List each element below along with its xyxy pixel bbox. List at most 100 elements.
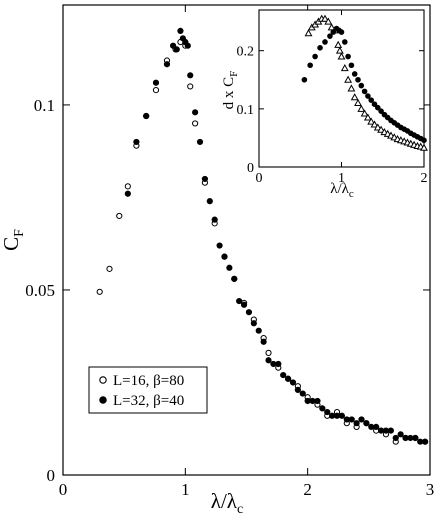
data-point-filled-circle — [351, 71, 358, 77]
data-point-open-circle — [106, 265, 113, 272]
data-point-filled-circle — [387, 427, 394, 434]
legend-box — [88, 366, 208, 414]
inset-data-points — [301, 14, 428, 151]
data-point-filled-circle — [342, 39, 348, 45]
data-point-open-triangle — [367, 117, 376, 125]
data-point-filled-circle — [231, 275, 238, 282]
data-point-filled-circle — [170, 42, 177, 49]
data-point-open-triangle — [335, 46, 344, 54]
data-point-open-triangle — [340, 64, 349, 72]
data-point-filled-circle — [152, 79, 160, 86]
data-point-filled-circle — [327, 33, 333, 39]
data-point-filled-circle — [319, 405, 326, 412]
data-point-filled-circle — [206, 198, 213, 205]
x-tick-label: 0 — [256, 171, 263, 186]
data-point-filled-circle — [371, 101, 378, 107]
data-point-open-triangle — [363, 113, 372, 121]
data-point-filled-circle — [330, 29, 337, 35]
data-point-filled-circle — [348, 62, 355, 69]
data-point-filled-circle — [301, 76, 308, 83]
data-point-filled-circle — [375, 104, 381, 111]
data-point-open-triangle — [321, 14, 329, 22]
data-point-filled-circle — [177, 27, 184, 35]
main-x-axis-label: λ/λc — [211, 489, 243, 517]
data-point-filled-circle — [299, 390, 306, 397]
data-point-open-triangle — [377, 125, 386, 133]
data-point-filled-circle — [358, 416, 365, 423]
data-point-filled-circle — [236, 297, 243, 305]
data-point-filled-circle — [392, 434, 399, 442]
data-point-filled-circle — [255, 327, 262, 334]
data-point-open-triangle — [347, 84, 356, 92]
data-point-filled-circle — [216, 242, 223, 249]
data-point-filled-circle — [345, 53, 351, 60]
main-y-axis-label: CF — [0, 229, 27, 251]
data-point-filled-circle — [312, 53, 318, 60]
data-point-open-circle — [124, 183, 131, 190]
data-point-open-triangle — [370, 120, 379, 128]
data-point-filled-circle — [378, 108, 384, 114]
inset-chart: 0 1 2 0 0.1 0.2 λ/λc d x CF — [221, 9, 428, 200]
main-data-points — [96, 27, 429, 445]
data-point-filled-circle — [184, 42, 191, 49]
data-point-open-triangle — [360, 109, 369, 117]
data-point-filled-circle — [355, 76, 361, 83]
data-point-filled-circle — [163, 61, 171, 68]
x-tick-label: 2 — [421, 171, 428, 186]
x-tick-label: 1 — [181, 480, 190, 499]
data-point-filled-circle — [260, 338, 267, 345]
x-tick-label: 2 — [303, 480, 312, 499]
data-point-filled-circle — [275, 360, 282, 368]
data-point-open-triangle — [324, 17, 333, 25]
legend-label-series-2: L=32, β=40 — [113, 393, 184, 409]
x-tick-label: 1 — [338, 171, 345, 186]
data-point-filled-circle — [289, 379, 297, 386]
data-point-open-triangle — [337, 52, 346, 60]
data-point-filled-circle — [353, 420, 360, 427]
data-point-open-triangle — [344, 75, 353, 83]
data-point-filled-circle — [348, 416, 355, 423]
data-point-filled-circle — [133, 138, 140, 146]
data-point-open-circle — [187, 83, 194, 90]
inset-y-axis-label: d x CF — [221, 71, 240, 110]
data-point-filled-circle — [363, 420, 370, 427]
data-point-filled-circle — [192, 109, 199, 116]
y-tick-label: 0.1 — [237, 103, 255, 118]
y-tick-label: 0 — [247, 161, 254, 176]
data-point-filled-circle — [421, 137, 427, 144]
data-point-filled-circle — [221, 253, 228, 260]
data-point-open-circle — [192, 120, 199, 127]
data-point-filled-circle — [124, 190, 131, 197]
data-point-filled-circle — [317, 44, 323, 51]
legend-label-series-1: L=16, β=80 — [113, 373, 184, 389]
x-tick-label: 0 — [59, 480, 68, 499]
data-point-filled-circle — [358, 82, 365, 89]
main-plot-frame — [62, 4, 431, 476]
data-point-filled-circle — [361, 88, 368, 95]
data-point-open-circle — [152, 87, 160, 94]
inset-axis-ticks: 0 1 2 0 0.1 0.2 — [237, 10, 428, 186]
y-tick-label: 0.2 — [237, 45, 255, 60]
main-axis-ticks: 0 1 2 3 0 0.05 0.1 — [25, 5, 434, 499]
data-point-filled-circle — [294, 386, 301, 393]
data-point-filled-circle — [143, 112, 150, 120]
data-point-filled-circle — [338, 412, 346, 419]
data-point-filled-circle — [196, 138, 204, 146]
data-point-open-triangle — [334, 40, 343, 48]
data-point-filled-circle — [211, 216, 218, 223]
data-point-filled-circle — [365, 93, 371, 99]
data-point-filled-circle — [368, 97, 375, 103]
data-point-filled-circle — [265, 357, 272, 364]
data-point-filled-circle — [201, 175, 209, 183]
data-point-open-circle — [96, 288, 103, 295]
data-point-filled-circle — [245, 309, 253, 316]
data-point-filled-circle — [250, 320, 257, 327]
data-point-open-triangle — [420, 143, 428, 151]
data-point-filled-circle — [307, 62, 313, 69]
y-tick-label: 0.05 — [25, 281, 55, 300]
data-point-filled-circle — [397, 431, 404, 438]
data-point-filled-circle — [280, 371, 287, 379]
data-point-open-triangle — [354, 98, 362, 107]
data-point-open-circle — [116, 212, 123, 220]
